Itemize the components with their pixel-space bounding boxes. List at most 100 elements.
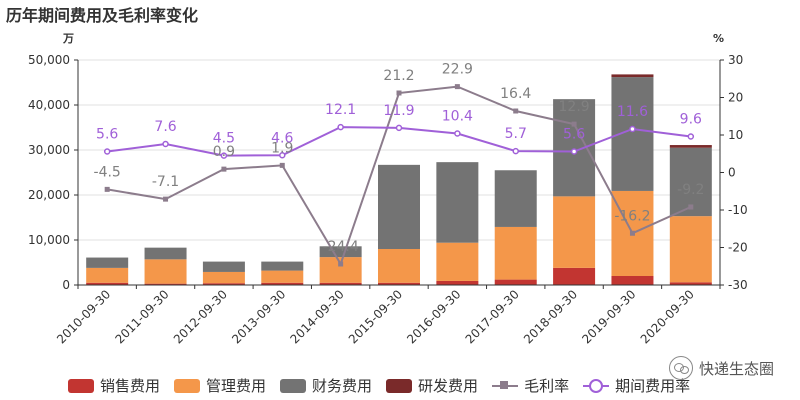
data-label: -9.2 bbox=[677, 182, 704, 198]
line-point bbox=[279, 162, 285, 168]
x-tick-label: 2019-09-30 bbox=[579, 287, 638, 346]
line-point bbox=[103, 148, 111, 155]
x-tick-label: 2011-09-30 bbox=[112, 287, 171, 346]
bar-segment bbox=[378, 164, 420, 249]
line-point bbox=[279, 152, 286, 159]
data-label: 21.2 bbox=[383, 68, 414, 84]
line-point bbox=[688, 204, 694, 210]
data-label: 5.6 bbox=[96, 127, 118, 143]
bar-segment bbox=[494, 170, 537, 227]
legend-item[interactable]: 管理费用 bbox=[174, 375, 266, 396]
bar-segment bbox=[553, 99, 596, 197]
bar-segment bbox=[261, 282, 304, 285]
line-point bbox=[454, 84, 460, 90]
legend: 销售费用 管理费用 财务费用 研发费用 毛利率 期间费用率 bbox=[68, 375, 704, 396]
x-tick-label: 2017-09-30 bbox=[463, 287, 522, 346]
data-label: 12.1 bbox=[325, 102, 356, 118]
bar-segment bbox=[436, 242, 479, 281]
data-label: 11.6 bbox=[617, 104, 648, 120]
bar-segment bbox=[144, 247, 187, 260]
line-point bbox=[337, 123, 344, 131]
y-right-tick-label: -30 bbox=[728, 278, 748, 292]
line-point bbox=[513, 108, 519, 114]
chart-title: 历年期间费用及毛利率变化 bbox=[6, 6, 199, 25]
y-right-unit: % bbox=[713, 32, 724, 45]
bar-segment bbox=[261, 261, 304, 271]
y-left-tick-label: 0 bbox=[62, 278, 70, 292]
watermark: 快递生态圈 bbox=[668, 356, 774, 380]
legend-label: 毛利率 bbox=[524, 377, 570, 395]
x-tick-label: 2020-09-30 bbox=[638, 287, 697, 346]
bar-segment bbox=[319, 246, 362, 258]
circle-marker-icon bbox=[589, 378, 604, 393]
data-label: 22.9 bbox=[442, 62, 473, 78]
bar-segment bbox=[553, 267, 596, 285]
data-label: -24.4 bbox=[323, 239, 359, 255]
bar-segment bbox=[669, 282, 712, 285]
legend-item[interactable]: 研发费用 bbox=[386, 375, 478, 396]
data-label: 5.7 bbox=[505, 126, 527, 142]
legend-line-swatch bbox=[492, 379, 519, 393]
y-left-tick-label: 30,000 bbox=[28, 143, 70, 157]
bar-segment bbox=[202, 283, 245, 285]
legend-swatch bbox=[386, 378, 413, 393]
data-label: -16.2 bbox=[614, 208, 650, 224]
x-tick-label: 2018-09-30 bbox=[521, 287, 580, 346]
data-label: 1.9 bbox=[271, 140, 293, 156]
bar-segment bbox=[378, 282, 420, 285]
bar-segment bbox=[494, 279, 537, 285]
y-right-tick-label: -10 bbox=[728, 203, 748, 217]
bar-segment bbox=[86, 267, 129, 283]
legend-item[interactable]: 期间费用率 bbox=[583, 375, 690, 396]
bar-segment bbox=[261, 270, 304, 283]
data-label: 16.4 bbox=[500, 86, 531, 102]
bar-segment bbox=[86, 282, 129, 285]
bar-segment bbox=[86, 257, 129, 268]
legend-swatch bbox=[280, 378, 307, 393]
legend-label: 销售费用 bbox=[100, 377, 161, 395]
x-tick-label: 2015-09-30 bbox=[346, 287, 405, 346]
legend-label: 研发费用 bbox=[418, 377, 479, 395]
data-label: 12.9 bbox=[559, 99, 590, 115]
y-right-tick-label: 30 bbox=[728, 53, 743, 67]
legend-item[interactable]: 财务费用 bbox=[280, 375, 372, 396]
bar-segment bbox=[611, 276, 654, 285]
y-left-tick-label: 40,000 bbox=[28, 98, 70, 112]
line-point bbox=[629, 230, 635, 236]
legend-line-swatch bbox=[583, 378, 610, 393]
y-left-tick-label: 10,000 bbox=[28, 233, 70, 247]
line-point bbox=[454, 130, 461, 137]
bar-segment bbox=[436, 162, 479, 243]
bar-segment bbox=[144, 283, 187, 285]
line-point bbox=[395, 124, 403, 132]
x-tick-label: 2016-09-30 bbox=[404, 287, 463, 346]
legend-item[interactable]: 销售费用 bbox=[68, 375, 160, 396]
y-left-tick-label: 20,000 bbox=[28, 188, 70, 202]
line-point bbox=[221, 166, 227, 172]
line-point bbox=[571, 121, 577, 127]
legend-swatch bbox=[68, 378, 94, 393]
data-label: -4.5 bbox=[94, 164, 121, 180]
line-point bbox=[338, 261, 344, 267]
bar-segment bbox=[202, 261, 245, 272]
data-label: 11.9 bbox=[383, 103, 414, 119]
bar-segment bbox=[319, 282, 362, 285]
data-label: 10.4 bbox=[442, 109, 473, 125]
y-right-tick-label: 20 bbox=[728, 91, 743, 105]
y-left-tick-label: 50,000 bbox=[28, 53, 70, 67]
line-point bbox=[220, 152, 228, 159]
bar-segment bbox=[378, 249, 420, 283]
data-label: 7.6 bbox=[154, 119, 176, 135]
y-right-tick-label: 10 bbox=[728, 128, 743, 142]
legend-label: 管理费用 bbox=[206, 377, 267, 395]
legend-item[interactable]: 毛利率 bbox=[492, 375, 569, 396]
line-point bbox=[163, 196, 169, 202]
x-tick-label: 2014-09-30 bbox=[288, 287, 347, 346]
x-tick-label: 2013-09-30 bbox=[229, 287, 288, 346]
bar-segment bbox=[202, 271, 245, 284]
legend-swatch bbox=[174, 378, 201, 393]
line-point bbox=[629, 125, 636, 133]
y-right-tick-label: -20 bbox=[728, 241, 748, 255]
data-label: 4.6 bbox=[271, 130, 293, 146]
